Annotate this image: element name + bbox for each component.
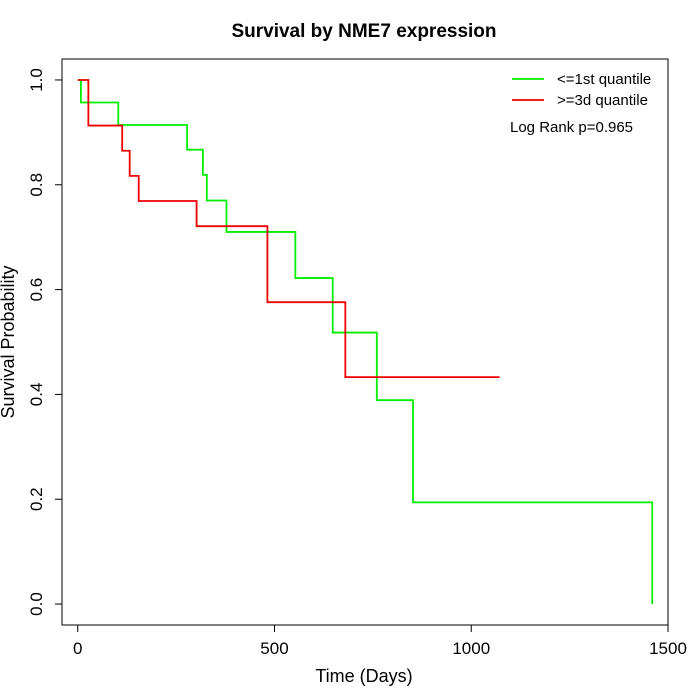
survival-curve-series-1 — [77, 79, 654, 605]
survival-curves — [77, 79, 654, 605]
x-tick-label: 1500 — [649, 639, 687, 658]
legend-label: <=1st quantile — [557, 71, 651, 88]
log-rank-annotation: Log Rank p=0.965 — [510, 119, 633, 136]
y-tick-label: 0.0 — [27, 592, 46, 616]
y-tick-label: 0.8 — [27, 173, 46, 197]
x-axis-label: Time (Days) — [315, 666, 412, 686]
y-tick-label: 0.4 — [27, 383, 46, 407]
legend-label: >=3d quantile — [557, 92, 648, 109]
x-axis: 0 500 1000 1500 — [73, 624, 687, 658]
x-tick-label: 500 — [260, 639, 288, 658]
chart-title: Survival by NME7 expression — [231, 21, 496, 42]
x-tick-label: 0 — [73, 639, 82, 658]
y-axis: 0.0 0.2 0.4 0.6 0.8 1.0 — [27, 68, 63, 616]
y-tick-label: 1.0 — [27, 68, 46, 92]
y-tick-label: 0.6 — [27, 278, 46, 302]
y-axis-label: Survival Probability — [0, 265, 18, 418]
survival-curve-series-2 — [77, 79, 500, 379]
y-tick-label: 0.2 — [27, 487, 46, 511]
x-tick-label: 1000 — [452, 639, 490, 658]
plot-frame — [61, 58, 669, 626]
legend: <=1st quantile >=3d quantile — [512, 71, 651, 109]
